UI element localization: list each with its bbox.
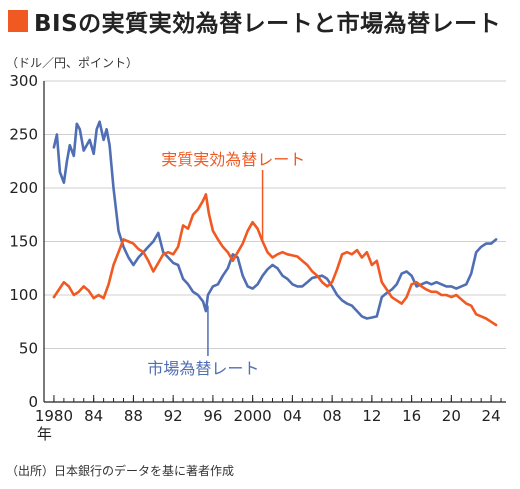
chart-title: BISの実質実効為替レートと市場為替レート [34, 11, 502, 37]
x-tick-label: 16 [402, 407, 421, 425]
title-accent-square [8, 10, 28, 32]
x-tick-label: 12 [362, 407, 381, 425]
x-tick-label: 24 [482, 407, 501, 425]
x-tick-label: 1980 [35, 407, 73, 425]
title-row: BISの実質実効為替レートと市場為替レート [8, 6, 502, 37]
x-tick-label: 96 [203, 407, 222, 425]
x-tick-label: 92 [164, 407, 183, 425]
series-layer [52, 120, 498, 327]
real-effective-rate-label: 実質実効為替レート [161, 150, 305, 169]
x-tick-label: 84 [84, 407, 103, 425]
grid-layer [44, 80, 506, 349]
real-effective-rate-line [52, 193, 498, 327]
x-tick-label: 04 [283, 407, 302, 425]
y-tick-label: 0 [28, 393, 38, 411]
label-layer: 0 50 100 150 200 250 300 1980 84 88 92 96 2000 04 08 12… [9, 72, 500, 443]
x-axis-year-suffix: 年 [37, 425, 52, 443]
y-tick-label: 200 [9, 179, 38, 197]
market-rate-label: 市場為替レート [147, 359, 259, 378]
y-tick-label: 150 [9, 233, 38, 251]
x-tick-label: 2000 [234, 407, 272, 425]
x-tick-label: 08 [323, 407, 342, 425]
x-tick-label: 20 [442, 407, 461, 425]
y-tick-label: 100 [9, 286, 38, 304]
y-tick-label: 300 [9, 72, 38, 90]
axis-layer [43, 81, 506, 403]
x-tick-label: 88 [124, 407, 143, 425]
unit-label: （ドル／円、ポイント） [6, 56, 139, 70]
market-rate-line [52, 120, 498, 320]
y-tick-label: 250 [9, 126, 38, 144]
source-note: （出所）日本銀行のデータを基に著者作成 [6, 464, 235, 478]
y-tick-label: 50 [19, 340, 38, 358]
